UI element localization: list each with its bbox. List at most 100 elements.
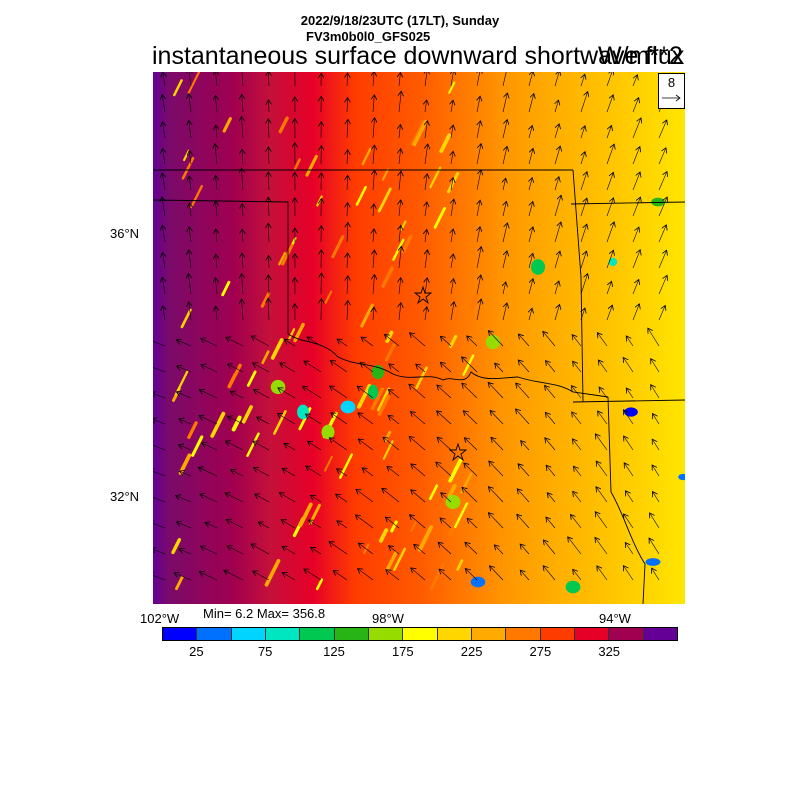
wind-arrow: [652, 439, 660, 451]
wind-arrow: [153, 497, 166, 503]
cloud-cell: [651, 197, 665, 207]
wind-arrow: [599, 387, 608, 399]
cloud-cell: [340, 400, 356, 414]
wind-arrow: [546, 361, 556, 373]
wind-arrow: [284, 443, 296, 451]
wind-arrow: [329, 542, 348, 555]
colorbar-label: 75: [257, 644, 273, 659]
wind-arrow: [451, 178, 453, 191]
wind-arrow: [399, 72, 400, 87]
wind-arrow: [216, 175, 217, 191]
cloud-streak: [410, 519, 418, 532]
wind-arrow: [360, 362, 374, 373]
wind-arrow: [373, 204, 374, 217]
wind-arrow: [383, 437, 400, 451]
lat-label-32n: 32°N: [110, 489, 140, 504]
wind-arrow: [347, 203, 348, 217]
cloud-streak: [293, 158, 301, 171]
cloud-streak: [191, 435, 204, 457]
map-panel: [153, 72, 685, 604]
wind-arrow: [280, 363, 296, 373]
wind-arrow: [437, 437, 452, 451]
wind-arrow: [153, 549, 166, 555]
wind-arrow: [389, 546, 400, 555]
min-max-label: Min= 6.2 Max= 356.8: [203, 606, 326, 621]
wind-arrow: [465, 569, 478, 581]
wind-arrow: [179, 549, 192, 555]
wind-arrow: [361, 337, 374, 347]
cloud-streak: [241, 405, 253, 424]
wind-arrow: [257, 417, 270, 425]
wind-arrow: [623, 566, 634, 581]
wind-arrow: [580, 274, 588, 295]
cloud-streak: [357, 383, 372, 409]
wind-arrow: [516, 409, 530, 425]
cloud-cell: [608, 257, 618, 267]
wind-arrow: [284, 340, 296, 347]
wind-arrow: [502, 120, 507, 139]
wind-arrow: [598, 411, 608, 425]
wind-arrow: [230, 392, 244, 399]
wind-arrow: [573, 466, 582, 477]
wind-arrow: [308, 520, 322, 529]
wind-arrow: [555, 281, 559, 295]
wind-arrow: [490, 410, 504, 425]
wind-arrow: [189, 176, 191, 191]
wind-arrow: [546, 517, 556, 529]
wind-arrow: [162, 173, 165, 191]
wind-arrow: [529, 178, 532, 191]
wind-arrow: [202, 443, 218, 451]
cloud-cell: [445, 494, 461, 510]
wind-arrow: [554, 195, 561, 217]
wind-arrow: [467, 336, 478, 347]
wind-arrow: [416, 364, 426, 373]
wind-arrow: [528, 94, 534, 113]
wind-arrow: [153, 444, 166, 451]
wind-arrow: [658, 172, 667, 191]
wind-arrow: [595, 512, 608, 529]
wind-arrow: [595, 537, 608, 555]
wind-arrow: [451, 125, 453, 139]
cloud-streak: [190, 184, 203, 209]
wind-arrow: [153, 574, 166, 581]
wind-arrow: [153, 367, 166, 373]
wind-arrow: [451, 229, 453, 243]
wind-arrow: [568, 537, 582, 555]
wind-arrow: [253, 441, 270, 451]
cloud-streak: [448, 81, 456, 94]
wind-arrow: [632, 98, 639, 113]
cloud-cell: [678, 473, 685, 481]
wind-arrow: [251, 336, 270, 347]
star-dallas: [448, 442, 468, 462]
wind-arrow: [385, 517, 400, 529]
cloud-streak: [278, 251, 286, 266]
wind-arrow: [399, 278, 401, 295]
wind-arrow: [632, 75, 637, 87]
wind-arrow: [529, 253, 533, 269]
wind-arrow: [188, 273, 191, 295]
wind-arrow: [624, 463, 634, 477]
wind-arrow: [606, 305, 612, 321]
cloud-streak: [171, 538, 182, 555]
cloud-cell: [485, 334, 501, 350]
wind-arrow: [153, 419, 166, 425]
cloud-streak: [246, 370, 257, 387]
wind-arrow: [409, 515, 426, 529]
wind-arrow: [242, 94, 243, 113]
cloud-cell: [470, 576, 486, 588]
cloud-streak: [323, 455, 333, 472]
wind-arrow: [189, 120, 191, 139]
wind-arrow: [425, 100, 427, 113]
wind-arrow: [425, 278, 427, 295]
wind-arrow: [373, 170, 375, 191]
cloud-streak: [175, 575, 184, 591]
wind-arrow: [329, 438, 348, 451]
wind-arrow: [625, 491, 634, 503]
wind-arrow: [205, 522, 218, 529]
wind-arrow: [476, 275, 481, 295]
cloud-streak: [390, 520, 398, 533]
cloud-streak: [233, 363, 242, 376]
wind-arrow: [268, 223, 269, 243]
wind-arrow: [517, 514, 530, 529]
wind-arrow: [411, 568, 426, 581]
